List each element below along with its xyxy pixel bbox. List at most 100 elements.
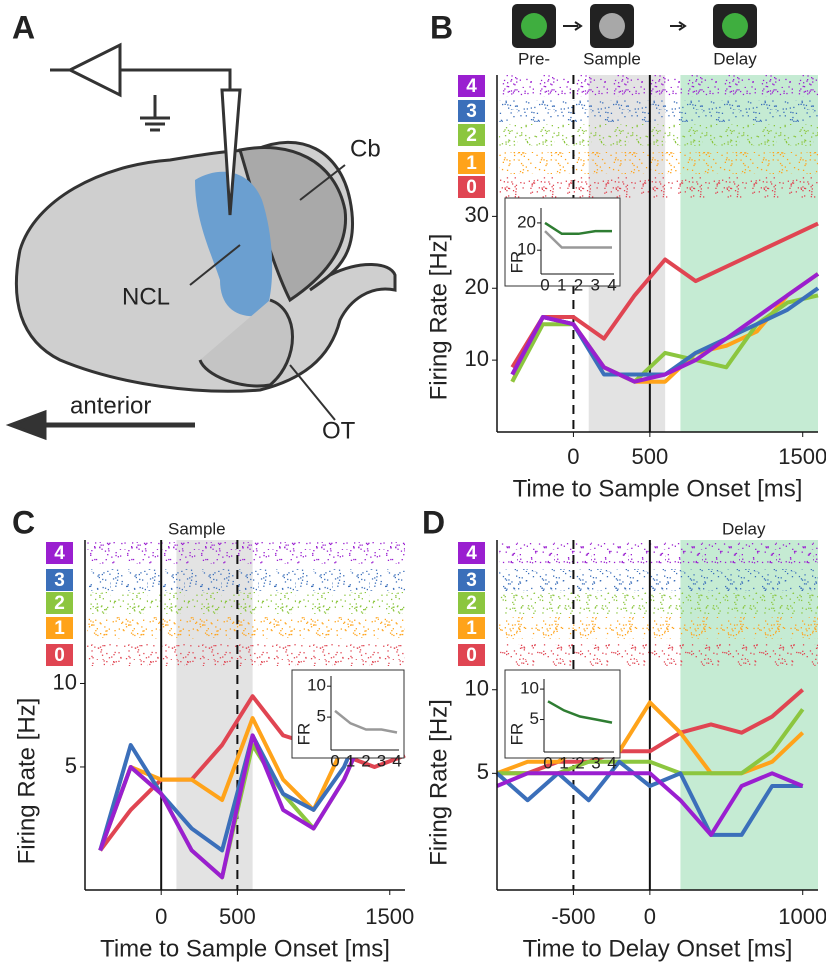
rate-line [495,759,803,837]
rate-line [497,688,805,776]
raster-label-box [46,592,73,614]
inset-x-tick-label: 3 [591,275,600,294]
inset-x-tick-label: 4 [607,275,616,294]
x-tick-label: 1000 [778,904,826,929]
inset-x-tick-label: 4 [392,751,401,770]
x-tick-label: 0 [567,444,579,469]
raster [499,152,818,174]
label-ot: OT [322,417,356,444]
y-tick-label: 20 [465,274,489,299]
inset-y-label: FR [507,251,526,274]
inset-x-tick-label: 1 [557,275,566,294]
raster-label: 3 [466,101,477,122]
raster-label-box [458,617,485,639]
raster [87,644,405,666]
raster-label-box [46,569,73,591]
inset-x-tick-label: 1 [346,751,355,770]
inset-line [544,230,612,249]
panel-letter: D [422,504,445,540]
inset-x-tick-label: 1 [559,753,568,772]
rate-line [98,709,377,880]
rate-line [510,221,819,369]
raster-label-box [46,644,73,666]
inset-y-tick-label: 10 [307,676,326,695]
inset-y-label: FR [507,723,526,746]
x-tick-label: 500 [219,904,256,929]
inset-y-tick-label: 5 [317,707,326,726]
inset-line [334,709,398,734]
electrode [220,88,242,216]
epoch-light [599,13,625,39]
inset-x-tick-label: 4 [607,753,616,772]
raster-label-box [458,569,485,591]
y-tick-label: 5 [65,753,77,778]
brain-diagram [5,42,397,441]
x-axis-label: Time to Sample Onset [ms] [513,475,803,502]
y-tick-label: 30 [465,202,489,227]
epoch-light [722,13,748,39]
raster [499,592,818,614]
x-tick-label: 0 [644,904,656,929]
epoch-label: Pre- [518,49,550,68]
inset-y-label: FR [294,723,313,746]
raster-label: 1 [466,618,477,639]
epoch-annotation: Delay [722,519,766,538]
optic-tectum [198,298,294,388]
inset-frame [504,197,621,287]
inset-line [544,221,612,236]
inset-y-tick-label: 20 [517,212,536,231]
raster-label: 1 [54,618,65,639]
inset-y-tick-label: 10 [520,679,539,698]
raster-label-box [458,176,485,198]
inset-y-tick-label: 10 [517,240,536,259]
raster [499,617,818,639]
raster-label: 3 [466,570,477,591]
x-axis-label: Time to Sample Onset [ms] [100,935,390,962]
x-tick-label: 1500 [365,904,414,929]
raster-label: 0 [466,645,477,666]
y-axis-label: Firing Rate [Hz] [13,698,40,865]
epoch-label: Sample [583,49,641,68]
epoch-label: Delay [713,49,757,68]
x-axis-label: Time to Delay Onset [ms] [523,935,793,962]
inset-x-tick-label: 2 [361,751,370,770]
y-tick-label: 5 [477,759,489,784]
raster [499,176,818,198]
y-tick-label: 10 [53,669,77,694]
raster-label: 1 [466,153,477,174]
pointer-lines [189,164,346,421]
raster [499,100,818,122]
raster-label-box [458,75,485,97]
x-tick-label: 500 [631,444,668,469]
inset-x-tick-label: 0 [543,753,552,772]
y-tick-label: 10 [465,346,489,371]
x-tick-label: 0 [155,904,167,929]
label-cb: Cb [350,135,381,162]
inset-line [547,700,613,724]
rate-line [496,700,805,776]
raster-label: 0 [466,177,477,198]
raster [87,569,405,591]
raster [499,569,818,591]
rate-line [98,695,377,853]
raster-label-box [458,100,485,122]
raster [499,124,818,146]
inset-frame [291,669,405,759]
y-tick-label: 10 [465,676,489,701]
raster [87,542,405,564]
raster [499,75,818,97]
raster-label-box [458,152,485,174]
raster [87,617,405,639]
raster-label: 4 [466,543,477,564]
label-anterior: anterior [70,392,151,419]
raster-label-box [458,542,485,564]
rate-line [98,716,346,852]
inset-x-tick-label: 0 [540,275,549,294]
raster [499,644,818,666]
x-tick-label: -500 [551,904,595,929]
inset-frame [504,669,621,759]
x-tick-label: 1500 [778,444,826,469]
raster-label: 4 [466,76,477,97]
raster-label: 4 [54,543,65,564]
